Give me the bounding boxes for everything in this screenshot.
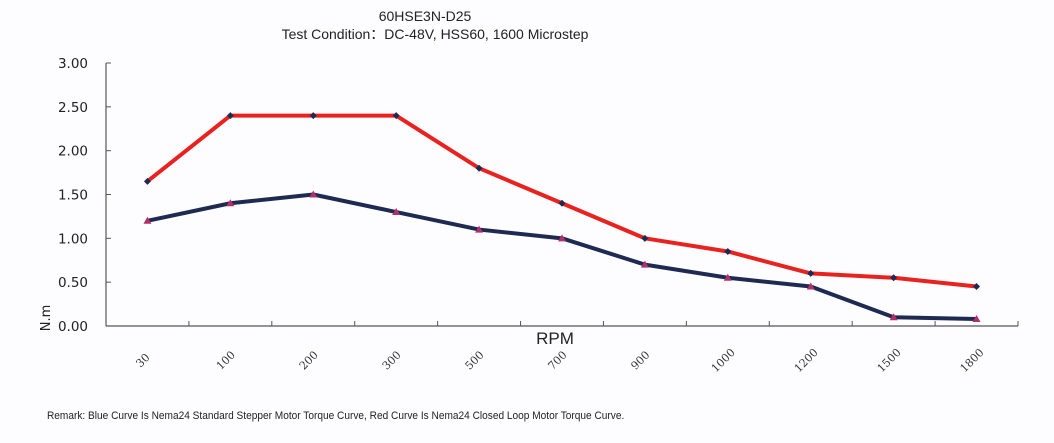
y-tick-label: 0.00 [58, 319, 88, 335]
data-point [309, 112, 317, 120]
chart-subtitle: Test Condition：DC-48V, HSS60, 1600 Micro… [282, 26, 589, 42]
data-point [973, 283, 981, 291]
data-point [640, 260, 649, 268]
y-tick-label: 0.50 [58, 275, 88, 291]
data-point [972, 314, 981, 322]
x-tick-label: 300 [380, 349, 404, 373]
data-point [890, 274, 898, 282]
data-point [143, 216, 152, 224]
data-point [309, 190, 318, 198]
data-point [226, 199, 235, 207]
data-point [806, 282, 815, 290]
y-axis-label: N.m [39, 305, 54, 332]
chart-title: 60HSE3N-D25 [379, 8, 472, 24]
data-point [392, 112, 400, 120]
series-0 [143, 112, 981, 291]
x-tick-label: 100 [214, 349, 238, 373]
data-point [475, 225, 484, 233]
x-tick-label: 30 [133, 351, 152, 370]
data-point [723, 273, 732, 281]
y-tick-label: 2.00 [58, 144, 88, 160]
x-tick-label: 500 [463, 349, 487, 373]
x-tick-label: 1500 [875, 346, 904, 375]
y-tick-label: 1.00 [58, 231, 88, 247]
data-point [558, 234, 566, 242]
series-group [143, 112, 981, 322]
x-tick-label: 900 [628, 349, 652, 373]
x-tick-label: 700 [546, 349, 570, 373]
data-point [889, 313, 898, 321]
x-axis-label: RPM [536, 329, 574, 348]
data-point [143, 177, 151, 185]
data-point [641, 234, 649, 242]
x-tick-label: 1200 [792, 346, 821, 375]
data-point [724, 247, 732, 255]
series-1 [143, 190, 981, 322]
remark-note: Remark: Blue Curve Is Nema24 Standard St… [47, 410, 625, 422]
data-point [475, 164, 483, 172]
series-line [147, 192, 977, 321]
x-tick-label: 1800 [958, 346, 987, 375]
data-point [392, 208, 401, 216]
y-axis: 0.00 0.50 1.00 1.50 2.00 2.50 3.00 [58, 56, 111, 335]
y-tick-label: 2.50 [58, 100, 88, 116]
x-tick-label: 200 [297, 349, 321, 373]
data-point [226, 112, 234, 120]
y-tick-label: 3.00 [58, 56, 88, 72]
x-tick-label: 1000 [709, 346, 738, 375]
data-point [807, 269, 815, 277]
data-point [558, 199, 566, 207]
y-tick-label: 1.50 [58, 188, 88, 204]
